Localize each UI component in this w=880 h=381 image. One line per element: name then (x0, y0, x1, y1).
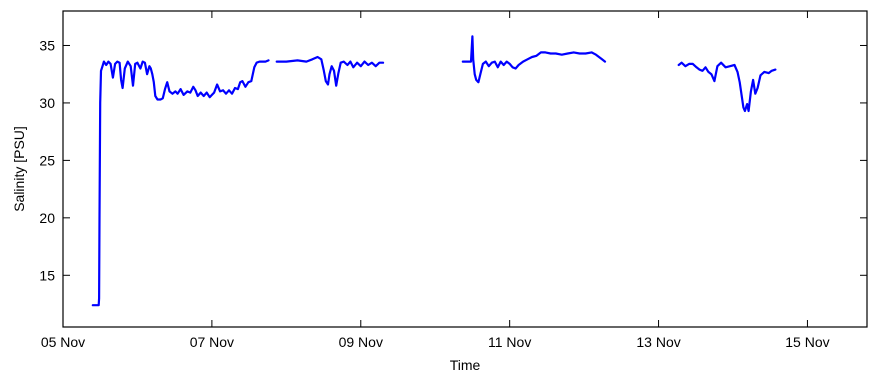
tick-layer: 05 Nov 07 Nov 09 Nov 11 Nov 13 Nov 15 Nov 15 20… (39, 11, 867, 350)
salinity-series-segment-3 (461, 35, 607, 84)
x-tick-label: 11 Nov (488, 334, 531, 350)
salinity-series-segment-1 (91, 59, 270, 307)
x-tick-label: 05 Nov (41, 334, 85, 350)
x-axis-label: Time (450, 357, 481, 373)
y-axis-label: Salinity [PSU] (11, 126, 27, 212)
y-tick-label: 25 (39, 152, 55, 168)
x-tick-label: 09 Nov (339, 334, 383, 350)
y-tick-label: 35 (39, 37, 55, 53)
y-tick-label: 30 (39, 95, 55, 111)
series-layer (91, 35, 777, 307)
salinity-series-segment-2 (275, 55, 385, 87)
plot-frame (62, 10, 868, 328)
y-tick-label: 20 (39, 210, 55, 226)
x-tick-label: 07 Nov (190, 334, 234, 350)
y-tick-label: 15 (39, 267, 55, 283)
salinity-series-segment-4 (677, 61, 777, 113)
x-tick-label: 15 Nov (785, 334, 829, 350)
x-tick-label: 13 Nov (636, 334, 680, 350)
